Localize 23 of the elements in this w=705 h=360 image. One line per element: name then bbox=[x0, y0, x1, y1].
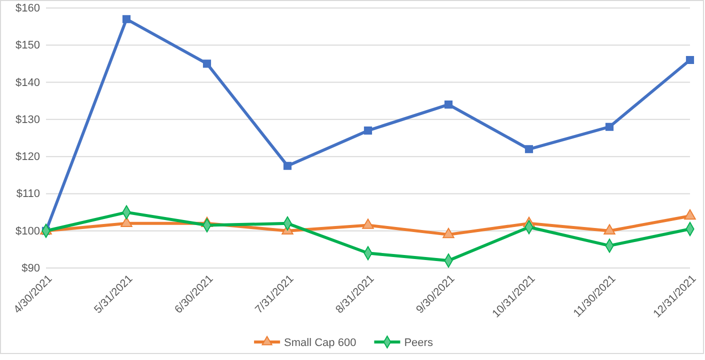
legend-label: Small Cap 600 bbox=[284, 337, 356, 349]
point bbox=[605, 122, 614, 131]
point bbox=[442, 228, 454, 238]
point bbox=[120, 216, 132, 228]
legend-label: Peers bbox=[404, 337, 434, 349]
point bbox=[444, 100, 453, 109]
point bbox=[686, 56, 694, 64]
point bbox=[202, 60, 212, 68]
point bbox=[122, 15, 131, 24]
y-tick-label: $160 bbox=[16, 2, 40, 15]
y-tick-label: $90 bbox=[22, 262, 40, 275]
y-tick-label: $150 bbox=[16, 40, 40, 52]
point bbox=[604, 224, 616, 234]
y-tick-label: $100 bbox=[16, 225, 40, 238]
point bbox=[684, 209, 696, 220]
y-tick-label: $120 bbox=[16, 151, 40, 164]
y-tick-label: $140 bbox=[16, 76, 40, 89]
point bbox=[524, 145, 534, 154]
y-tick-label: $130 bbox=[16, 114, 40, 126]
point bbox=[283, 162, 292, 170]
point bbox=[362, 218, 374, 229]
y-tick-label: $110 bbox=[16, 188, 40, 200]
point bbox=[364, 126, 372, 135]
